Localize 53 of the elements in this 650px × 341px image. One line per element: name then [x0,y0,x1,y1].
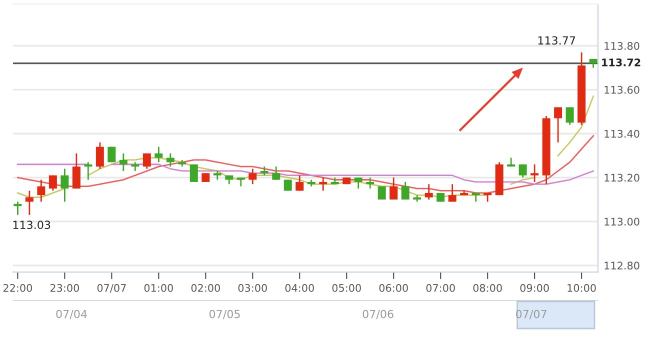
y-tick-label: 113.20 [604,174,640,182]
x-tick-label: 02:00 [191,284,220,292]
candlestick [72,152,80,190]
candlestick [566,106,574,126]
x-tick-label: 09:00 [520,284,549,292]
y-tick-label: 113.80 [604,42,640,50]
candlestick [190,164,198,183]
text: 07/04 [56,310,87,320]
candlestick [248,168,257,185]
candlestick [424,183,433,200]
x-tick-label: 23:00 [50,284,80,292]
text: 07/07 [516,310,546,320]
candlestick [25,190,34,216]
x-tick-label: 01:00 [144,284,173,292]
candlestick [296,174,304,192]
annotation: 113.03 [13,220,50,230]
x-tick-label: 10:00 [568,284,596,292]
candlestick [14,201,22,216]
candlestick [518,164,527,178]
x-tick-label: 07/07 [97,284,126,293]
x-tick-label: 03:00 [238,284,267,292]
candlestick [272,166,280,180]
text: 07/06 [362,310,394,320]
candlestick [96,142,104,170]
candlestick [154,146,163,163]
y-tick-label: 112.80 [604,262,640,270]
x-tick-label: 04:00 [285,284,314,292]
annotation: 113.77 [538,36,576,45]
candlestick [37,179,46,202]
candlestick [390,176,398,200]
x-tick-label: 05:00 [332,284,361,292]
ref-line-label: 113.72 [602,58,640,66]
candlestick [84,161,92,180]
x-tick-label: 07:00 [426,284,455,292]
y-tick-label: 113.60 [604,86,640,94]
candlestick [366,176,374,190]
candlestick [530,164,539,183]
candlestick [448,183,456,202]
x-tick-label: 22:00 [3,284,32,292]
text: 07/05 [209,310,240,320]
candlestick [48,174,57,192]
candlestick [319,176,328,192]
y-tick-label: 113.00 [604,218,640,226]
x-tick-label: 06:00 [379,284,408,292]
x-tick-label: 08:00 [473,284,502,292]
candlestick [554,106,562,144]
candlestick [119,152,128,172]
y-tick-label: 113.40 [604,130,640,138]
candlestick [354,176,362,190]
candlestick [142,152,151,170]
candlestick [60,168,69,202]
candlestick [401,181,410,200]
candlestick [166,152,174,168]
